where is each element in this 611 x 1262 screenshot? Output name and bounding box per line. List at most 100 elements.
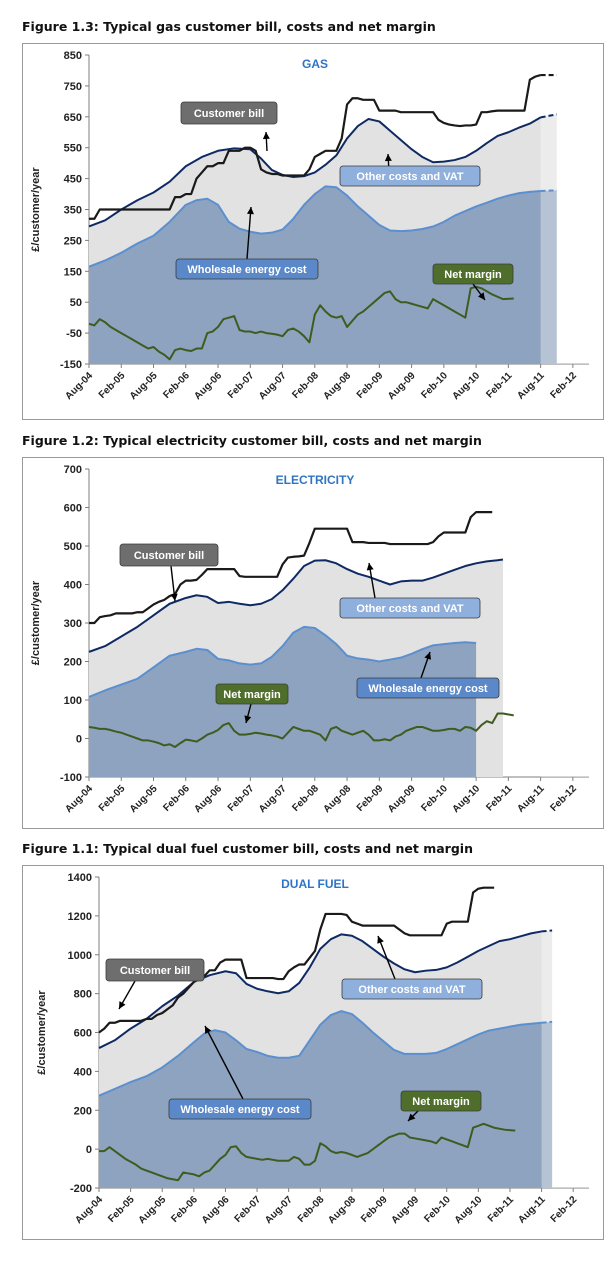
x-tick-label: Feb-08 [290,370,321,401]
other-costs-projection [540,113,557,119]
net-margin-line [99,1122,516,1182]
x-tick-label: Feb-09 [355,783,386,814]
y-tick-label: 600 [74,1028,92,1040]
other-costs-callout [341,978,483,1000]
y-tick-label: 0 [76,734,82,746]
customer-bill-line [89,511,493,625]
wholesale-area [99,1011,553,1188]
x-tick-label: Aug-04 [63,370,95,402]
wholesale-pointer [246,206,252,260]
chart-heading: DUAL FUEL [281,877,349,891]
x-tick-label: Aug-05 [137,1194,169,1226]
gas-chart-panel: -150 -50 50 150 250 350 450 550 650 750 850 £/custo… [22,43,604,420]
x-tick-label: Aug-07 [263,1194,295,1226]
y-tick-label: 700 [64,464,82,476]
y-tick-label: 350 [64,205,82,217]
y-tick-label: 450 [64,174,82,186]
chart-heading: ELECTRICITY [276,473,355,487]
x-tick-label: Feb-07 [233,1194,264,1225]
y-tick-label: -50 [66,328,82,340]
net-margin-callout [432,263,514,285]
x-tick-label: Aug-09 [386,370,418,402]
x-tick-label: Aug-11 [515,370,547,402]
x-tick-label: Feb-08 [290,783,321,814]
x-tick-label: Aug-11 [515,783,547,815]
x-tick-label: Aug-06 [192,783,224,815]
x-tick-label: Feb-12 [548,370,579,401]
y-tick-label: 200 [64,657,82,669]
net-margin-callout-label: Net margin [444,269,502,281]
customer-bill-callout [180,101,278,125]
other-costs-callout [339,597,481,619]
x-tick-label: Feb-12 [549,1194,580,1225]
y-tick-label: -200 [70,1183,92,1195]
x-tick-label: Aug-08 [321,370,353,402]
y-tick-label: 1400 [68,872,92,884]
x-tick-label: Feb-10 [419,370,450,401]
arrow-head-icon [119,1001,126,1009]
arrow-head-icon [366,563,374,571]
other-costs-callout [339,165,481,187]
other-costs-projection [541,929,553,933]
arrow-head-icon [246,207,254,215]
x-tick-label: Aug-04 [63,783,95,815]
forecast-shade [541,877,589,1188]
forecast-shade [540,469,589,777]
x-tick-label: Aug-10 [450,783,482,815]
figure-title-dual-fuel: Figure 1.1: Typical dual fuel customer b… [22,841,473,856]
arrow-head-icon [262,132,270,140]
customer-bill-line [98,886,495,1034]
x-tick-label: Feb-11 [486,1194,516,1224]
y-tick-label: 750 [64,81,82,93]
x-tick-label: Feb-11 [484,370,514,400]
x-tick-label: Aug-09 [386,783,418,815]
x-tick-label: Feb-11 [484,783,514,813]
wholesale-pointer [204,1025,244,1100]
x-tick-label: Feb-10 [419,783,450,814]
other-costs-callout-label: Other costs and VAT [358,984,465,996]
figure-title-gas: Figure 1.3: Typical gas customer bill, c… [22,19,436,34]
wholesale-callout-label: Wholesale energy cost [368,683,488,695]
x-tick-label: Feb-10 [422,1194,453,1225]
wholesale-line [88,185,541,268]
x-tick-label: Feb-12 [548,783,579,814]
y-tick-label: 400 [64,580,82,592]
customer-bill-callout [119,543,219,567]
x-tick-label: Aug-05 [128,783,160,815]
arrow-head-icon [424,652,432,660]
wholesale-projection [540,189,557,192]
y-tick-label: 1000 [68,950,92,962]
y-tick-label: 600 [64,503,82,515]
x-tick-label: Aug-07 [257,783,289,815]
y-tick-label: 500 [64,541,82,553]
electricity-chart: -100 0 100 200 300 400 500 600 700 £/customer/yea… [30,464,589,815]
x-tick-label: Aug-10 [450,370,482,402]
y-tick-label: 650 [64,112,82,124]
wholesale-callout [175,258,319,280]
y-tick-label: -100 [60,772,82,784]
y-tick-label: 800 [74,989,92,1001]
wholesale-callout [168,1098,312,1120]
x-tick-label: Feb-07 [226,370,257,401]
x-tick-label: Feb-05 [97,783,128,814]
net-margin-callout-label: Net margin [223,689,281,701]
wholesale-callout [356,677,500,699]
x-tick-label: Aug-04 [73,1194,105,1226]
x-tick-label: Aug-06 [200,1194,232,1226]
arrow-head-icon [408,1113,416,1121]
dual-fuel-chart: -200 0 200 400 600 800 1000 1200 1400 £/customer/… [36,872,589,1226]
gas-chart: -150 -50 50 150 250 350 450 550 650 750 850 £/custo… [30,50,589,402]
x-tick-label: Feb-07 [226,783,257,814]
x-tick-label: Feb-06 [161,370,192,401]
wholesale-area [89,186,557,364]
y-tick-label: 550 [64,143,82,155]
arrow-head-icon [478,292,485,300]
x-tick-label: Feb-09 [359,1194,390,1225]
net-margin-line [88,285,514,361]
x-tick-label: Feb-09 [355,370,386,401]
other-costs-callout-label: Other costs and VAT [356,603,463,615]
electricity-chart-panel: -100 0 100 200 300 400 500 600 700 £/customer/yea… [22,457,604,829]
customer-bill-callout [105,958,205,982]
x-tick-label: Aug-08 [326,1194,358,1226]
arrow-head-icon [170,593,178,601]
